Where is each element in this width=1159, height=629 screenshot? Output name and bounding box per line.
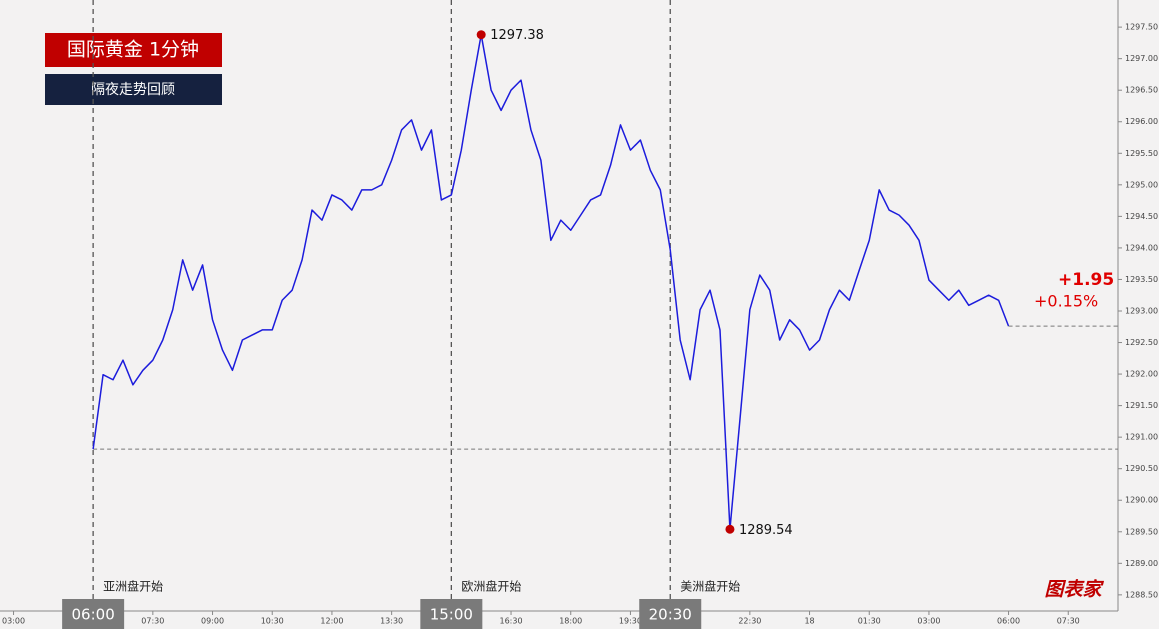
session-label: 欧洲盘开始 bbox=[461, 579, 521, 594]
y-tick-label: 1295.00 bbox=[1125, 180, 1158, 189]
low-marker bbox=[725, 524, 735, 534]
y-tick-label: 1289.00 bbox=[1125, 559, 1158, 568]
y-tick-label: 1291.50 bbox=[1125, 401, 1158, 410]
x-tick-label: 07:30 bbox=[1057, 617, 1080, 626]
x-tick-label: 12:00 bbox=[320, 617, 343, 626]
x-tick-label: 16:30 bbox=[500, 617, 523, 626]
y-tick-label: 1292.00 bbox=[1125, 370, 1158, 379]
y-tick-label: 1288.50 bbox=[1125, 590, 1158, 599]
x-tick-label: 22:30 bbox=[738, 617, 761, 626]
session-time: 15:00 bbox=[430, 606, 473, 624]
y-tick-label: 1296.50 bbox=[1125, 86, 1158, 95]
x-tick-label: 07:30 bbox=[141, 617, 164, 626]
chart-subtitle: 隔夜走势回顾 bbox=[91, 82, 175, 98]
subtitle-box bbox=[45, 74, 222, 105]
y-tick-label: 1289.50 bbox=[1125, 527, 1158, 536]
y-tick-label: 1297.50 bbox=[1125, 23, 1158, 32]
session-time-box bbox=[639, 599, 702, 629]
x-tick-label: 06:00 bbox=[997, 617, 1020, 626]
session-time: 20:30 bbox=[649, 606, 692, 624]
high-label: 1297.38 bbox=[490, 28, 544, 43]
title-box bbox=[45, 33, 222, 67]
x-tick-label: 13:30 bbox=[380, 617, 403, 626]
y-tick-label: 1294.50 bbox=[1125, 212, 1158, 221]
x-tick-label: 10:30 bbox=[261, 617, 284, 626]
y-tick-label: 1292.50 bbox=[1125, 338, 1158, 347]
x-tick-label: 01:30 bbox=[858, 617, 881, 626]
y-tick-label: 1290.00 bbox=[1125, 496, 1158, 505]
x-tick-label: 03:00 bbox=[2, 617, 25, 626]
session-label: 亚洲盘开始 bbox=[103, 579, 163, 594]
high-marker bbox=[476, 30, 486, 40]
y-tick-label: 1297.00 bbox=[1125, 54, 1158, 63]
session-time-box bbox=[420, 599, 483, 629]
y-tick-label: 1290.50 bbox=[1125, 464, 1158, 473]
x-tick-label: 19:30 bbox=[619, 617, 642, 626]
x-tick-label: 09:00 bbox=[201, 617, 224, 626]
chart-title: 国际黄金 1分钟 bbox=[67, 39, 199, 61]
change-pct-label: +0.15% bbox=[1034, 292, 1098, 311]
y-tick-label: 1295.50 bbox=[1125, 149, 1158, 158]
x-tick-label: 18 bbox=[804, 617, 814, 626]
y-tick-label: 1293.50 bbox=[1125, 275, 1158, 284]
price-line bbox=[92, 33, 1010, 531]
logo: 图表家 bbox=[1044, 579, 1104, 601]
x-tick-label: 03:00 bbox=[917, 617, 940, 626]
change-label: +1.95 bbox=[1058, 270, 1114, 290]
y-tick-label: 1291.00 bbox=[1125, 433, 1158, 442]
y-tick-label: 1296.00 bbox=[1125, 117, 1158, 126]
y-tick-label: 1294.00 bbox=[1125, 243, 1158, 252]
y-tick-label: 1293.00 bbox=[1125, 306, 1158, 315]
low-label: 1289.54 bbox=[739, 523, 793, 538]
session-time-box bbox=[62, 599, 125, 629]
session-label: 美洲盘开始 bbox=[680, 579, 740, 594]
session-time: 06:00 bbox=[72, 606, 115, 624]
x-tick-label: 18:00 bbox=[559, 617, 582, 626]
